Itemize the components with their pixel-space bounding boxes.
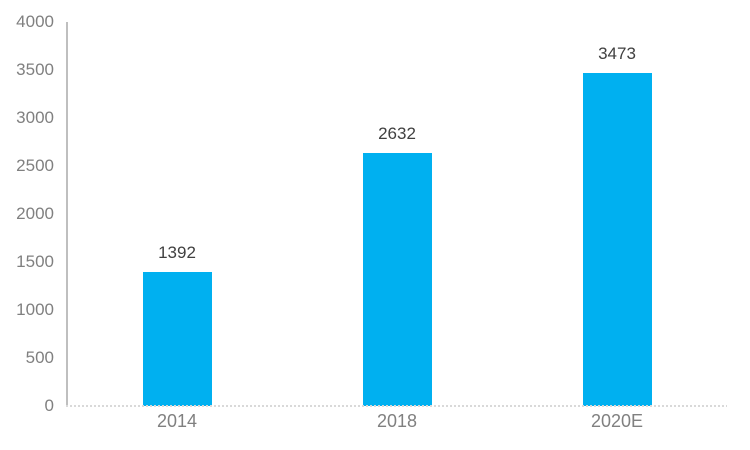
x-axis-tick-label: 2018 <box>376 411 418 431</box>
bar-slot: 1392 <box>67 22 287 406</box>
y-axis-tick-label: 0 <box>44 396 54 415</box>
bar <box>582 72 652 406</box>
bar-slot: 2632 <box>287 22 507 406</box>
y-axis-tick-label: 3000 <box>16 108 54 127</box>
x-axis-line <box>66 405 727 407</box>
x-axis-tick-label: 2014 <box>156 411 198 431</box>
y-axis-tick-label: 1500 <box>16 252 54 271</box>
y-axis-tick-label: 500 <box>25 348 54 367</box>
bar-value-label: 3473 <box>598 43 636 63</box>
y-axis-tick-label: 2000 <box>16 204 54 223</box>
bar-value-label: 2632 <box>378 124 416 144</box>
y-axis-tick-label: 2500 <box>16 156 54 175</box>
y-axis-tick-label: 3500 <box>16 60 54 79</box>
bar-value-label: 1392 <box>158 243 196 263</box>
bar <box>142 272 212 406</box>
y-axis-tick-label: 1000 <box>16 300 54 319</box>
bar <box>362 153 432 406</box>
bar-slot: 3473 <box>507 22 727 406</box>
y-axis-tick-label: 4000 <box>16 12 54 31</box>
x-axis-tick-label: 2020E <box>590 411 644 431</box>
y-axis-line <box>66 22 68 406</box>
